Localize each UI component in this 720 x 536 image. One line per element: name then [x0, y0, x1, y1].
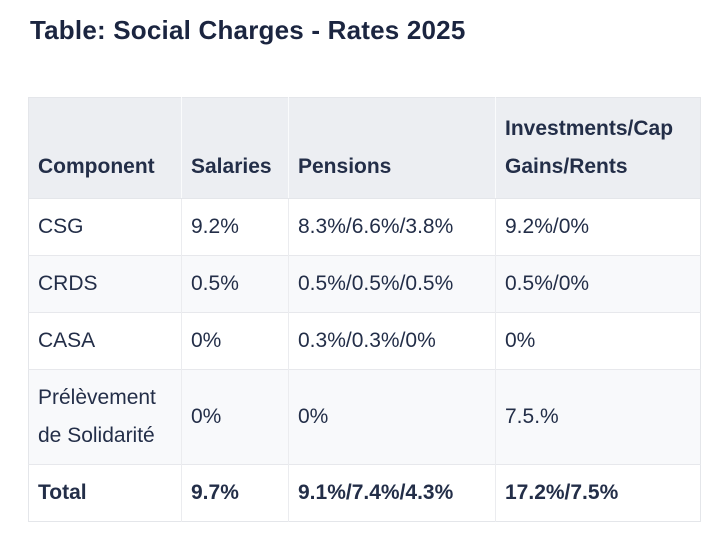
- table-row-csg: CSG 9.2% 8.3%/6.6%/3.8% 9.2%/0%: [28, 198, 701, 256]
- table-header-row: Component Salaries Pensions Investments/…: [28, 97, 701, 199]
- cell-component: CRDS: [28, 255, 182, 313]
- cell-pensions: 0%: [288, 369, 496, 465]
- column-header-component: Component: [28, 97, 182, 199]
- page-title: Table: Social Charges - Rates 2025: [30, 15, 466, 45]
- cell-salaries: 0.5%: [181, 255, 289, 313]
- cell-pensions: 9.1%/7.4%/4.3%: [288, 464, 496, 522]
- cell-salaries: 9.7%: [181, 464, 289, 522]
- cell-salaries: 0%: [181, 312, 289, 370]
- social-charges-table: Component Salaries Pensions Investments/…: [28, 97, 701, 522]
- cell-salaries: 9.2%: [181, 198, 289, 256]
- cell-component: CASA: [28, 312, 182, 370]
- cell-pensions: 0.5%/0.5%/0.5%: [288, 255, 496, 313]
- cell-pensions: 0.3%/0.3%/0%: [288, 312, 496, 370]
- column-header-pensions: Pensions: [288, 97, 496, 199]
- cell-investments: 9.2%/0%: [495, 198, 701, 256]
- cell-investments: 7.5.%: [495, 369, 701, 465]
- cell-component: Total: [28, 464, 182, 522]
- table-row-prelevement: Prélèvement de Solidarité 0% 0% 7.5.%: [28, 369, 701, 465]
- cell-investments: 0.5%/0%: [495, 255, 701, 313]
- cell-investments: 17.2%/7.5%: [495, 464, 701, 522]
- column-header-investments: Investments/Cap Gains/Rents: [495, 97, 701, 199]
- column-header-salaries: Salaries: [181, 97, 289, 199]
- table-row-total: Total 9.7% 9.1%/7.4%/4.3% 17.2%/7.5%: [28, 464, 701, 522]
- cell-salaries: 0%: [181, 369, 289, 465]
- cell-component: Prélèvement de Solidarité: [28, 369, 182, 465]
- cell-pensions: 8.3%/6.6%/3.8%: [288, 198, 496, 256]
- table-row-crds: CRDS 0.5% 0.5%/0.5%/0.5% 0.5%/0%: [28, 255, 701, 313]
- cell-component: CSG: [28, 198, 182, 256]
- table-row-casa: CASA 0% 0.3%/0.3%/0% 0%: [28, 312, 701, 370]
- cell-investments: 0%: [495, 312, 701, 370]
